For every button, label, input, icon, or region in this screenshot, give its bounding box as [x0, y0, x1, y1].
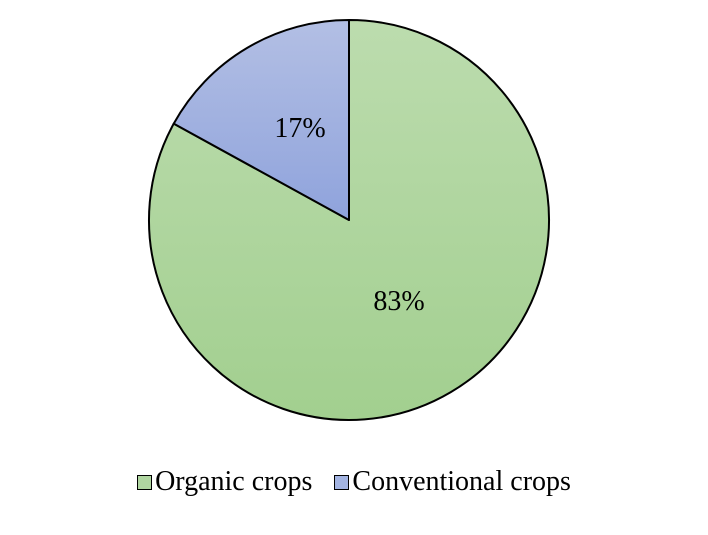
legend-swatch-conventional	[334, 474, 350, 490]
legend: Organic crops Conventional crops	[0, 466, 708, 498]
legend-label-conventional: Conventional crops	[352, 466, 571, 497]
data-label-organic: 83%	[373, 286, 424, 317]
pie-labels: 83% 17%	[274, 113, 424, 317]
legend-swatch-organic	[137, 474, 153, 490]
legend-item-conventional: Conventional crops	[334, 466, 571, 498]
pie-slices	[148, 19, 550, 421]
pie-chart: 83% 17%	[148, 19, 550, 421]
pie-slice-conventional	[172, 19, 350, 221]
legend-label-organic: Organic crops	[155, 466, 313, 497]
legend-item-organic: Organic crops	[137, 466, 312, 498]
data-label-conventional: 17%	[274, 113, 325, 144]
